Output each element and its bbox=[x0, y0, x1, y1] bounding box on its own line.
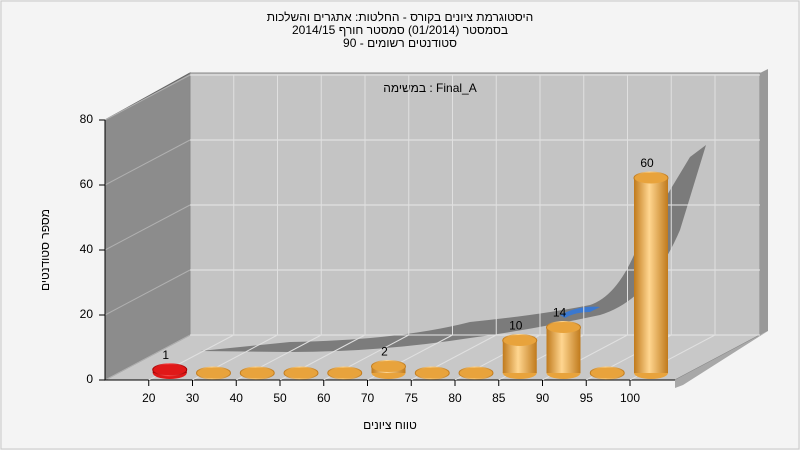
y-tick-label: 40 bbox=[80, 242, 94, 256]
wall-edge bbox=[760, 69, 768, 335]
floor-edge bbox=[675, 331, 768, 388]
x-axis-label: טווח ציונים bbox=[363, 418, 417, 432]
bar-top bbox=[239, 366, 275, 380]
grid-line bbox=[104, 74, 191, 121]
y-tick-label: 60 bbox=[80, 177, 94, 191]
bar-top bbox=[502, 334, 538, 347]
bar-top bbox=[327, 366, 363, 380]
bar bbox=[546, 327, 581, 373]
grid-line bbox=[104, 139, 191, 186]
subtitle: במשימה : Final_A bbox=[383, 81, 477, 95]
data-label: 2 bbox=[381, 345, 388, 359]
x-tick-label: 80 bbox=[448, 391, 462, 405]
title-line: סטודנטים רשומים - 90 bbox=[343, 36, 457, 50]
trend-highlight bbox=[560, 306, 600, 318]
bar-top bbox=[633, 171, 669, 185]
bar-top bbox=[589, 366, 625, 380]
grid-line bbox=[104, 269, 191, 316]
x-tick-label: 30 bbox=[186, 391, 200, 405]
y-tick-label: 0 bbox=[86, 372, 93, 386]
x-tick-label: 95 bbox=[580, 391, 594, 405]
bar-top bbox=[414, 366, 450, 380]
y-tick-label: 20 bbox=[80, 307, 94, 321]
bar-top bbox=[546, 321, 581, 334]
plot-area: 0 20 40 60 80 20 1 30 40 50 60 70 2 75 80 85 10 90 14 95 100… bbox=[80, 74, 760, 405]
grid-line bbox=[104, 334, 191, 381]
grid-line bbox=[104, 204, 191, 251]
bar-top bbox=[196, 366, 231, 380]
bar-top bbox=[371, 360, 406, 373]
title-line: בסמסטר (01/2014) סמסטר חורף 2014/15 bbox=[292, 23, 508, 37]
bar bbox=[634, 178, 668, 373]
x-tick-label: 70 bbox=[361, 391, 375, 405]
data-label: 60 bbox=[640, 156, 654, 170]
x-tick-label: 85 bbox=[492, 391, 506, 405]
bar-top bbox=[283, 366, 319, 380]
x-tick-label: 40 bbox=[230, 391, 244, 405]
y-axis-label: מספר סטודנטים bbox=[38, 209, 52, 291]
bar-top bbox=[152, 363, 188, 377]
x-tick-label: 75 bbox=[405, 391, 419, 405]
bar-top bbox=[458, 366, 494, 380]
data-label: 1 bbox=[162, 348, 169, 362]
data-label: 14 bbox=[553, 306, 567, 320]
x-tick-label: 100 bbox=[620, 391, 640, 405]
x-tick-label: 60 bbox=[317, 391, 331, 405]
x-tick-label: 90 bbox=[536, 391, 550, 405]
x-tick-label: 20 bbox=[142, 391, 156, 405]
title-line: היסטוגרמת ציונים בקורס - החלטות: אתגרים … bbox=[267, 10, 534, 24]
left-wall bbox=[104, 72, 191, 381]
data-label: 10 bbox=[509, 319, 523, 333]
y-tick-label: 80 bbox=[80, 112, 94, 126]
x-tick-label: 50 bbox=[273, 391, 287, 405]
